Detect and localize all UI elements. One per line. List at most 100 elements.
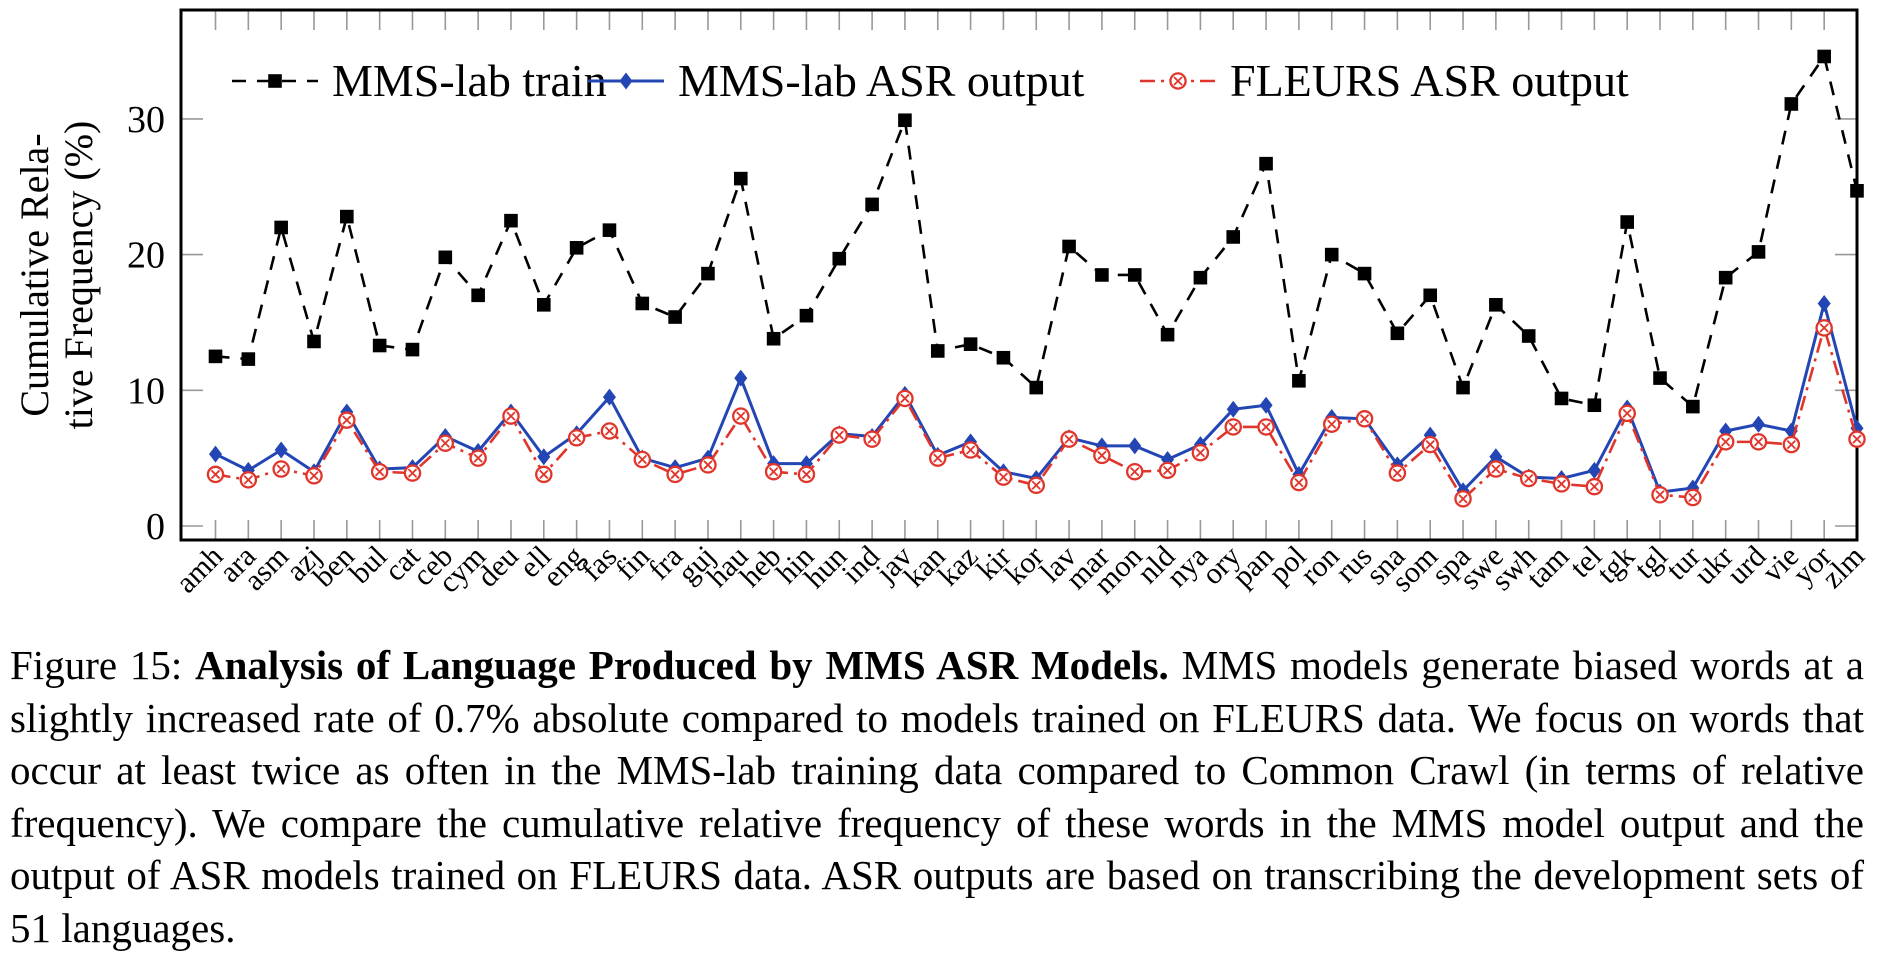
data-point-nld-s0 [1160, 327, 1175, 342]
data-point-ell-s2-cross [539, 469, 549, 480]
figure-caption: Figure 15: Analysis of Language Produced… [10, 639, 1864, 954]
data-point-bul-s0 [372, 338, 387, 353]
data-point-ben-s2-cross [342, 415, 352, 425]
data-point-tel-s2-cross [1589, 482, 1599, 492]
data-point-som-s2-cross [1425, 439, 1435, 450]
data-point-ind-s2-cross [867, 434, 877, 444]
x-tick-label-zlm: zlm [1816, 540, 1871, 595]
data-point-mon-s0 [1127, 268, 1142, 282]
data-point-swh-s2-cross [1524, 473, 1534, 484]
data-point-jav-s2-cross [900, 393, 910, 404]
data-point-hau-s2-cross [736, 411, 746, 421]
data-point-vie-s0 [1784, 97, 1799, 111]
data-point-ory-s2-cross [1228, 422, 1238, 432]
data-point-ron-s0 [1324, 247, 1339, 262]
data-point-fin-s2-cross [637, 454, 647, 465]
series-line-mms-lab-asr-output [214, 297, 1859, 494]
legend-label-0: MMS-lab train [332, 55, 607, 106]
data-point-swe-s0 [1489, 298, 1503, 312]
data-point-guj-s0 [701, 266, 715, 281]
data-point-heb-s0 [766, 331, 781, 346]
data-point-sna-s2-cross [1392, 468, 1403, 478]
data-point-eng-s2-cross [571, 433, 582, 443]
data-point-lav-s2-cross [1064, 434, 1074, 444]
data-point-kan-s0 [930, 344, 945, 358]
data-point-fin-s0 [635, 296, 650, 311]
y-axis-label-line1: Cumulative Rela- [12, 133, 57, 416]
data-point-fas-s2-cross [604, 426, 615, 436]
data-point-deu-s2-cross [506, 411, 516, 421]
y-tick-label: 30 [127, 99, 165, 141]
data-point-hau-s1 [734, 369, 748, 387]
data-point-ukr-s0 [1718, 270, 1733, 285]
data-point-zlm-s2-cross [1852, 434, 1862, 444]
data-point-pan-s0 [1259, 156, 1273, 171]
legend-label-1: MMS-lab ASR output [678, 55, 1085, 106]
data-point-rus-s2-cross [1359, 414, 1370, 424]
data-point-zlm-s0 [1850, 184, 1864, 198]
data-point-tur-s0 [1686, 399, 1700, 414]
data-point-pan-s2-cross [1261, 422, 1271, 432]
data-point-jav-s0 [898, 113, 912, 128]
plot-border [179, 8, 1859, 542]
data-point-spa-s0 [1456, 380, 1470, 395]
data-point-swh-s0 [1521, 329, 1536, 343]
data-point-azj-s2-cross [309, 471, 319, 481]
y-tick-label: 20 [127, 235, 165, 277]
legend-marker-diamond [619, 72, 633, 90]
data-point-vie-s2-cross [1786, 439, 1796, 450]
data-point-asm-s1 [274, 441, 288, 459]
data-point-kaz-s2-cross [965, 445, 976, 455]
data-point-mar-s0 [1095, 268, 1109, 282]
data-point-fas-s0 [602, 223, 617, 237]
data-point-eng-s0 [569, 241, 584, 255]
data-point-fra-s0 [668, 310, 682, 324]
data-point-rus-s0 [1357, 266, 1372, 281]
data-point-heb-s2-cross [768, 467, 779, 477]
data-point-hin-s2-cross [801, 469, 812, 480]
data-point-cat-s0 [405, 342, 420, 357]
data-point-mon-s1 [1128, 437, 1142, 455]
data-point-sna-s0 [1390, 326, 1405, 341]
x-tick-label-tam: tam [1520, 540, 1575, 595]
data-point-hun-s2-cross [834, 430, 844, 440]
data-point-tur-s2-cross [1688, 492, 1698, 503]
data-point-hun-s0 [832, 251, 847, 266]
data-point-cym-s0 [471, 288, 485, 303]
data-point-asm-s0 [274, 220, 288, 235]
data-point-tam-s2-cross [1556, 479, 1567, 489]
legend-marker-square [268, 74, 282, 88]
data-point-ind-s0 [865, 197, 879, 212]
data-point-ceb-s2-cross [440, 438, 450, 448]
series-line-mms-lab-train [215, 53, 1859, 409]
legend-marker-circle-x-cross [1173, 76, 1183, 86]
data-point-mar-s2-cross [1097, 450, 1107, 461]
data-point-pol-s2-cross [1294, 477, 1304, 488]
data-point-urd-s0 [1751, 245, 1766, 259]
data-point-deu-s0 [504, 213, 518, 228]
data-point-tam-s0 [1554, 391, 1569, 406]
data-point-amh-s0 [208, 349, 223, 364]
data-point-ory-s1 [1226, 400, 1240, 418]
data-point-yor-s2-cross [1819, 323, 1829, 333]
data-point-bul-s2-cross [375, 467, 385, 477]
series-line-fleurs-asr-output [215, 323, 1859, 501]
data-point-nya-s2-cross [1195, 448, 1206, 458]
data-point-som-s0 [1423, 288, 1438, 303]
data-point-urd-s2-cross [1753, 437, 1764, 447]
data-point-cym-s2-cross [473, 453, 483, 463]
data-point-guj-s2-cross [703, 460, 713, 470]
data-point-asm-s2-cross [276, 464, 286, 474]
x-tick-label-deu: deu [471, 540, 525, 594]
y-tick-label: 10 [127, 370, 165, 412]
data-point-tgk-s0 [1620, 215, 1634, 229]
caption-body: MMS models generate biased words at a sl… [10, 642, 1865, 951]
y-tick-label: 0 [146, 506, 165, 548]
data-point-hin-s0 [799, 308, 814, 323]
caption-prefix: Figure 15: [10, 642, 196, 688]
data-point-hau-s0 [733, 171, 748, 186]
data-point-mon-s2-cross [1130, 467, 1140, 477]
data-point-ceb-s0 [438, 250, 453, 265]
data-point-fra-s2-cross [670, 469, 680, 480]
data-point-ory-s0 [1226, 230, 1241, 244]
